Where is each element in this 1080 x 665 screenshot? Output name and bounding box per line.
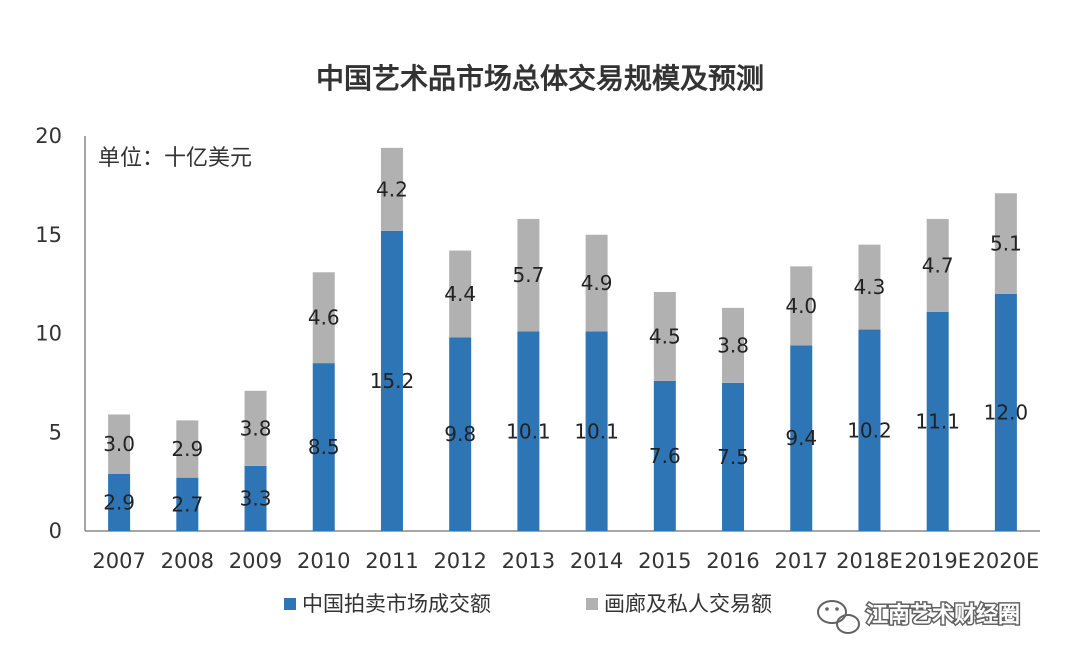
value-labels: 2.9 3.0 2.7 2.9 3.3 3.8 8.5 4.6 15.2 4.2 9.8 4.4 10.… (103, 177, 1028, 516)
value-label-auction: 7.6 (649, 444, 681, 468)
value-label-gallery: 4.5 (649, 324, 681, 348)
bar-auction (585, 331, 608, 531)
bar-gallery (380, 147, 403, 231)
value-label-auction: 15.2 (370, 369, 415, 393)
x-tick-labels: 2007 2008 2009 2010 2011 2012 2013 2014 2015 2016… (92, 549, 1039, 573)
value-label-auction: 11.1 (915, 409, 960, 433)
value-label-gallery: 4.7 (922, 253, 954, 277)
y-tick-label: 5 (49, 420, 62, 444)
x-tick-label: 2013 (502, 549, 555, 573)
y-tick-label: 15 (35, 223, 62, 247)
bar-auction (108, 473, 131, 531)
y-tick-labels: 0 5 10 15 20 (35, 124, 62, 543)
x-tick-label: 2017 (775, 549, 828, 573)
x-tick-label: 2018E (836, 549, 903, 573)
legend-swatch-auction (284, 598, 296, 610)
bar-gallery (790, 266, 813, 346)
y-tick-label: 20 (35, 124, 62, 148)
x-tick-label: 2014 (570, 549, 623, 573)
x-tick-label: 2020E (973, 549, 1040, 573)
value-label-auction: 10.1 (574, 419, 619, 443)
bar-gallery (858, 244, 881, 330)
value-label-gallery: 4.4 (444, 282, 476, 306)
value-label-gallery: 3.8 (717, 333, 749, 357)
bar-gallery (994, 193, 1017, 294)
value-label-gallery: 2.9 (171, 437, 203, 461)
x-tick-label: 2012 (433, 549, 486, 573)
x-tick-label: 2007 (92, 549, 145, 573)
bar-gallery (176, 420, 199, 478)
bar-gallery (926, 218, 949, 312)
y-tick-label: 10 (35, 322, 62, 346)
x-tick-label: 2016 (706, 549, 759, 573)
bar-auction (653, 380, 676, 531)
x-tick-label: 2015 (638, 549, 691, 573)
bar-auction (176, 477, 199, 531)
value-label-gallery: 3.0 (103, 432, 135, 456)
y-tick-label: 0 (49, 519, 62, 543)
legend-label-auction: 中国拍卖市场成交额 (302, 592, 491, 616)
bar-gallery (722, 307, 745, 383)
x-tick-label: 2008 (161, 549, 214, 573)
bar-auction (994, 294, 1017, 531)
value-label-auction: 9.8 (444, 422, 476, 446)
value-label-auction: 2.7 (171, 492, 203, 516)
value-label-auction: 7.5 (717, 445, 749, 469)
bar-auction (722, 382, 745, 531)
bar-auction (858, 329, 881, 531)
value-label-gallery: 4.3 (854, 275, 886, 299)
bar-gallery (585, 234, 608, 332)
x-tick-label: 2010 (297, 549, 350, 573)
value-label-gallery: 4.9 (581, 271, 613, 295)
bar-gallery (449, 250, 472, 338)
unit-label: 单位：十亿美元 (98, 146, 252, 171)
value-label-auction: 3.3 (240, 486, 272, 510)
bar-auction (790, 345, 813, 531)
bar-gallery (653, 292, 676, 381)
watermark: 江南艺术财经圈 (817, 600, 1022, 634)
value-label-auction: 10.2 (847, 418, 892, 442)
bar-gallery (312, 272, 335, 364)
legend-swatch-gallery (586, 598, 598, 610)
value-label-auction: 12.0 (984, 401, 1029, 425)
bar-gallery (244, 390, 267, 466)
bar-auction (380, 230, 403, 532)
x-tick-label: 2019E (904, 549, 971, 573)
value-label-auction: 9.4 (785, 426, 817, 450)
value-label-gallery: 5.1 (990, 232, 1022, 256)
bar-gallery (517, 218, 540, 332)
legend-label-gallery: 画廊及私人交易额 (604, 592, 772, 616)
bar-auction (926, 311, 949, 531)
watermark-text: 江南艺术财经圈 (866, 602, 1020, 628)
wechat-icon (817, 600, 860, 634)
bars (108, 147, 1017, 532)
value-label-auction: 8.5 (308, 435, 340, 459)
value-label-gallery: 3.8 (240, 416, 272, 440)
value-label-gallery: 5.7 (512, 263, 544, 287)
bar-auction (244, 465, 267, 531)
chart-title: 中国艺术品市场总体交易规模及预测 (316, 62, 764, 95)
value-label-auction: 10.1 (506, 419, 551, 443)
value-label-gallery: 4.6 (308, 306, 340, 330)
legend: 中国拍卖市场成交额 画廊及私人交易额 (284, 592, 772, 616)
x-tick-label: 2009 (229, 549, 282, 573)
bar-auction (449, 337, 472, 531)
bar-auction (312, 363, 335, 531)
x-tick-label: 2011 (365, 549, 418, 573)
value-label-gallery: 4.2 (376, 177, 408, 201)
bar-auction (517, 331, 540, 531)
bar-gallery (108, 414, 131, 474)
value-label-gallery: 4.0 (785, 294, 817, 318)
value-label-auction: 2.9 (103, 490, 135, 514)
